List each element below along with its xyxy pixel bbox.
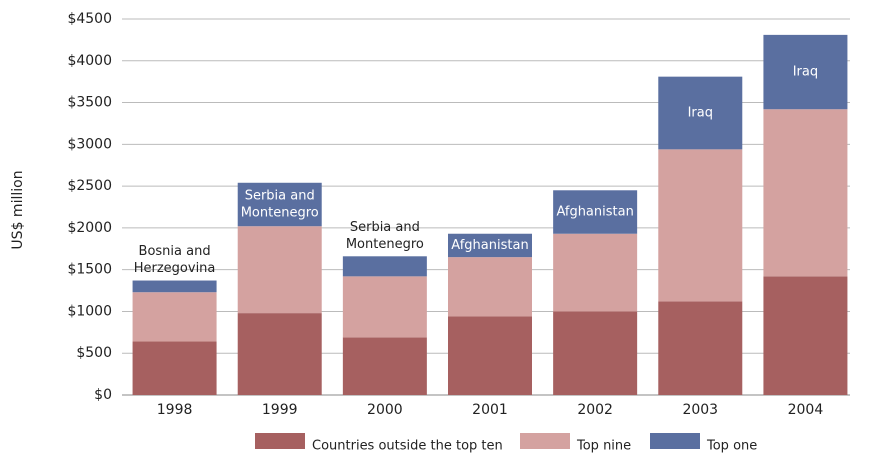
bar-segment [237, 226, 322, 314]
y-tick-label: $2500 [67, 178, 112, 194]
x-tick-label: 2003 [682, 402, 718, 418]
bar-segment [342, 337, 427, 395]
bar-segment [237, 182, 322, 227]
legend-swatch [650, 433, 700, 449]
segment-label: Montenegro [346, 237, 424, 252]
legend-label: Top nine [576, 439, 631, 454]
y-tick-label: $0 [94, 387, 112, 403]
bar-segment [763, 34, 848, 110]
y-axis-label: US$ million [10, 170, 26, 249]
segment-label: Iraq [688, 106, 713, 121]
bar-segment [342, 256, 427, 277]
x-tick-label: 2000 [367, 402, 403, 418]
y-tick-label: $4500 [67, 11, 112, 27]
x-tick-label: 1998 [157, 402, 193, 418]
legend-swatch [520, 433, 570, 449]
legend-label: Top one [706, 439, 757, 454]
bar-segment [342, 276, 427, 338]
x-tick-label: 2002 [577, 402, 613, 418]
bar-segment [658, 301, 743, 395]
bar-segment [658, 149, 743, 302]
bar-segment [448, 316, 532, 395]
bar-segment [132, 280, 217, 293]
segment-label: Iraq [793, 65, 818, 80]
bar-segment [658, 76, 743, 150]
segment-label: Serbia and [350, 220, 420, 235]
y-tick-label: $2000 [67, 220, 112, 236]
bar-segment [448, 257, 532, 317]
bar-segment [132, 292, 217, 342]
segment-label: Serbia and [245, 188, 315, 203]
bar-segment [763, 109, 848, 277]
y-tick-label: $3000 [67, 136, 112, 152]
segment-label: Herzegovina [134, 261, 216, 276]
x-tick-label: 2001 [472, 402, 508, 418]
segment-label: Afghanistan [556, 205, 633, 220]
x-tick-label: 1999 [262, 402, 298, 418]
segment-label: Bosnia and [139, 244, 211, 259]
segment-label: Afghanistan [451, 238, 528, 253]
y-tick-label: $4000 [67, 53, 112, 69]
bar-segment [132, 341, 217, 395]
legend-label: Countries outside the top ten [312, 439, 503, 454]
y-tick-label: $1000 [67, 303, 112, 319]
y-tick-label: $3500 [67, 95, 112, 111]
segment-label: Montenegro [241, 205, 319, 220]
bar-segment [553, 233, 638, 312]
x-tick-label: 2004 [788, 402, 824, 418]
bar-segment [448, 233, 532, 258]
legend-swatch [255, 433, 305, 449]
bar-segment [553, 190, 638, 234]
bar-segment [237, 313, 322, 395]
y-tick-label: $1500 [67, 262, 112, 278]
bar-segment [553, 311, 638, 395]
y-tick-label: $500 [76, 345, 112, 361]
bar-segment [763, 276, 848, 395]
